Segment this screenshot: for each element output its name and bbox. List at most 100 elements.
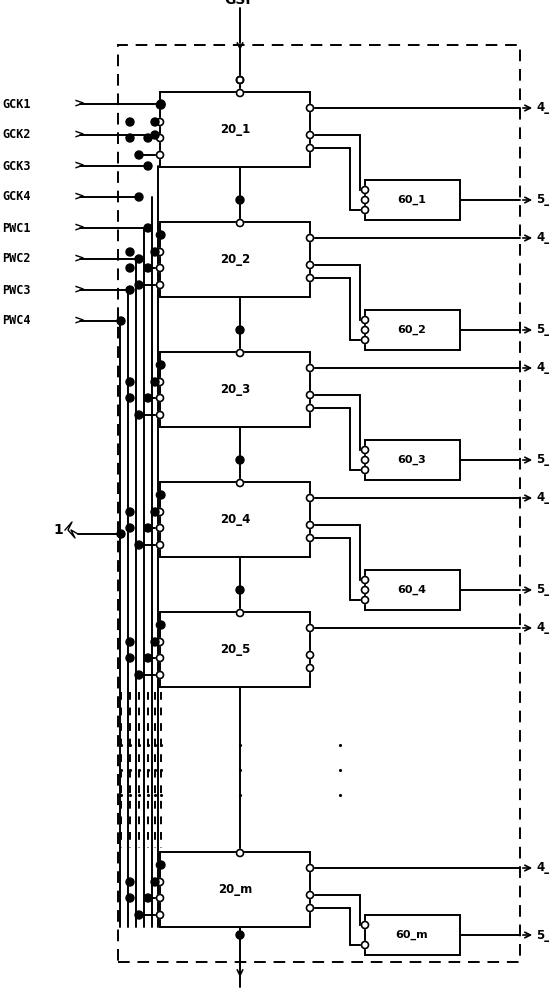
- Text: 5_3: 5_3: [536, 454, 549, 466]
- Text: >: >: [74, 252, 85, 265]
- Circle shape: [361, 186, 368, 194]
- Bar: [365, 440, 460, 480]
- Text: 60_m: 60_m: [396, 930, 428, 940]
- Circle shape: [361, 336, 368, 344]
- Circle shape: [156, 654, 164, 662]
- Circle shape: [237, 850, 244, 856]
- Circle shape: [156, 102, 164, 108]
- Circle shape: [361, 456, 368, 464]
- Text: GCK3: GCK3: [2, 159, 31, 172]
- Text: 4_m: 4_m: [536, 861, 549, 874]
- Circle shape: [156, 542, 164, 548]
- Circle shape: [126, 248, 134, 256]
- Text: >: >: [74, 128, 85, 141]
- Text: 4_5: 4_5: [536, 621, 549, 635]
- Circle shape: [361, 446, 368, 454]
- Circle shape: [151, 378, 159, 386]
- Circle shape: [157, 231, 165, 239]
- Circle shape: [144, 224, 152, 232]
- Text: 1: 1: [53, 523, 63, 537]
- Circle shape: [237, 220, 244, 227]
- Text: 5_1: 5_1: [536, 194, 549, 207]
- Circle shape: [156, 412, 164, 418]
- Bar: [160, 222, 310, 297]
- Circle shape: [237, 77, 244, 84]
- Circle shape: [156, 361, 164, 368]
- Circle shape: [151, 131, 159, 139]
- Circle shape: [135, 255, 143, 263]
- Circle shape: [306, 131, 313, 138]
- Bar: [118, 45, 520, 962]
- Circle shape: [135, 411, 143, 419]
- Circle shape: [306, 364, 313, 371]
- Circle shape: [117, 530, 125, 538]
- Circle shape: [237, 609, 244, 616]
- Circle shape: [306, 391, 313, 398]
- Circle shape: [157, 361, 165, 369]
- Text: 4_3: 4_3: [536, 361, 549, 374]
- Circle shape: [126, 638, 134, 646]
- Text: 20_m: 20_m: [218, 884, 252, 896]
- Bar: [160, 92, 310, 167]
- Circle shape: [126, 878, 134, 886]
- Text: 5_4: 5_4: [536, 584, 549, 596]
- Circle shape: [126, 508, 134, 516]
- Circle shape: [156, 151, 164, 158]
- Circle shape: [126, 654, 134, 662]
- Circle shape: [237, 77, 244, 84]
- Circle shape: [157, 621, 165, 629]
- Circle shape: [361, 196, 368, 204]
- Text: 20_1: 20_1: [220, 123, 250, 136]
- Circle shape: [306, 624, 313, 632]
- Circle shape: [156, 394, 164, 401]
- Text: >: >: [74, 222, 85, 234]
- Circle shape: [236, 586, 244, 594]
- Bar: [160, 482, 310, 557]
- Text: 4_1: 4_1: [536, 102, 549, 114]
- Circle shape: [156, 134, 164, 141]
- Circle shape: [236, 456, 244, 464]
- Circle shape: [126, 264, 134, 272]
- Circle shape: [151, 508, 159, 516]
- Circle shape: [156, 264, 164, 271]
- Circle shape: [361, 942, 368, 948]
- Text: >: >: [74, 284, 85, 296]
- Circle shape: [306, 652, 313, 658]
- Bar: [365, 310, 460, 350]
- Circle shape: [306, 864, 313, 871]
- Text: GCK1: GCK1: [2, 98, 31, 110]
- Circle shape: [135, 281, 143, 289]
- Circle shape: [361, 586, 368, 593]
- Circle shape: [157, 100, 165, 108]
- Circle shape: [135, 671, 143, 679]
- Circle shape: [156, 894, 164, 902]
- Circle shape: [306, 404, 313, 412]
- Text: 4_4: 4_4: [536, 491, 549, 504]
- Circle shape: [126, 286, 134, 294]
- Circle shape: [151, 638, 159, 646]
- Circle shape: [306, 261, 313, 268]
- Circle shape: [306, 534, 313, 542]
- Text: 5_m: 5_m: [536, 928, 549, 942]
- Circle shape: [236, 326, 244, 334]
- Text: 60_1: 60_1: [397, 195, 427, 205]
- Text: >: >: [74, 159, 85, 172]
- Circle shape: [361, 326, 368, 334]
- Bar: [365, 570, 460, 610]
- Text: PWC2: PWC2: [2, 252, 31, 265]
- Circle shape: [157, 861, 165, 869]
- Circle shape: [151, 878, 159, 886]
- Circle shape: [306, 892, 313, 898]
- Circle shape: [156, 639, 164, 646]
- Circle shape: [361, 316, 368, 324]
- Text: 20_5: 20_5: [220, 644, 250, 656]
- Circle shape: [156, 232, 164, 238]
- Circle shape: [306, 144, 313, 151]
- Circle shape: [144, 264, 152, 272]
- Circle shape: [237, 90, 244, 97]
- Circle shape: [361, 207, 368, 214]
- Circle shape: [306, 234, 313, 241]
- Text: >: >: [74, 190, 85, 204]
- Circle shape: [144, 134, 152, 142]
- Text: 4_2: 4_2: [536, 232, 549, 244]
